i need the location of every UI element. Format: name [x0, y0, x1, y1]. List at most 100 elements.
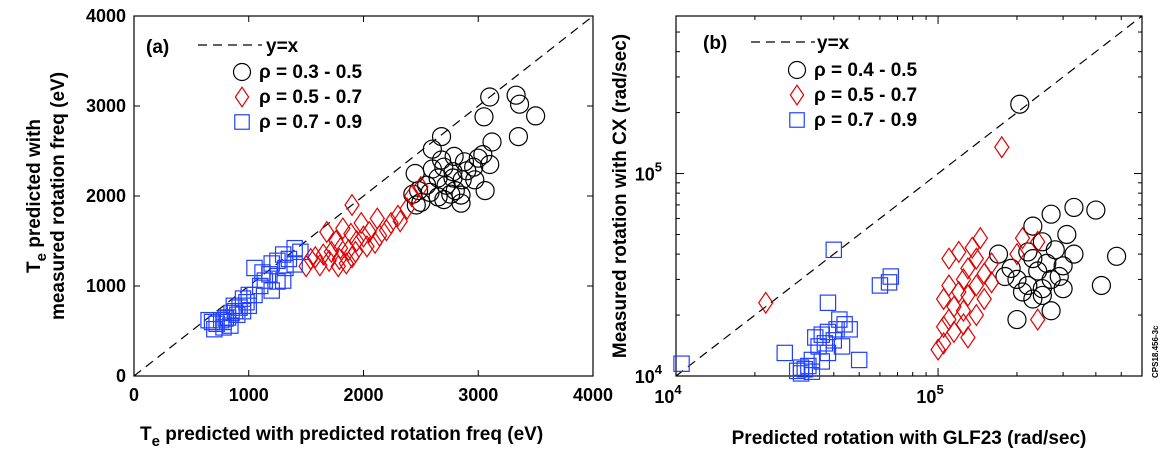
data-point-circle [1053, 279, 1073, 299]
data-point-circle [422, 139, 442, 159]
legend-label: y=x [817, 33, 850, 54]
y-axis-label: Measured rotation with CX (rad/sec) [610, 34, 631, 358]
data-point-diamond [340, 238, 357, 262]
data-point-circle [1012, 282, 1033, 302]
x-tick-label: 4000 [573, 385, 613, 405]
data-point-square [819, 294, 837, 312]
data-point-square [819, 344, 837, 362]
legend-label: y=x [266, 36, 299, 57]
data-point-square [274, 272, 292, 289]
data-point-square [263, 282, 280, 299]
data-point-square [286, 256, 303, 273]
data-point-diamond [330, 254, 346, 278]
data-point-diamond [960, 326, 976, 349]
data-point-square [850, 351, 868, 369]
data-point-circle [1023, 289, 1043, 309]
data-point-diamond [302, 247, 319, 271]
legend-label: ρ = 0.3 - 0.5 [259, 62, 363, 83]
data-point-square [256, 272, 274, 289]
data-point-circle [1018, 275, 1038, 296]
data-point-circle [1049, 266, 1069, 287]
data-point-circle [406, 195, 426, 215]
data-point-square [833, 338, 851, 355]
panel-label: (a) [146, 37, 169, 58]
legend-label: ρ = 0.5 - 0.7 [814, 85, 917, 106]
data-point-circle [482, 132, 502, 152]
data-point-square [871, 277, 889, 294]
panel-b: 104 105 104 105 (b) y=x ρ = 0.4 - 0.5 ρ = 0.5 -… [610, 15, 1143, 449]
data-point-square [807, 329, 824, 346]
data-point-circle [1107, 246, 1127, 266]
data-point-diamond [941, 247, 957, 271]
data-point-diamond [994, 135, 1010, 159]
data-point-circle [1007, 269, 1027, 290]
data-point-diamond [392, 209, 408, 233]
panel-a: 0 1000 2000 3000 4000 0 1000 2000 3000 4000 (a) y=x… [24, 6, 613, 450]
data-point-diamond [968, 274, 985, 297]
series-circle [988, 94, 1127, 330]
data-point-square [819, 323, 837, 341]
data-point-circle [1086, 200, 1106, 220]
data-point-diamond [941, 274, 957, 297]
data-point-diamond [960, 256, 976, 280]
data-point-square [813, 326, 831, 343]
data-point-circle [465, 170, 485, 190]
data-point-circle [1001, 258, 1021, 278]
data-point-diamond [789, 84, 805, 106]
data-point-square [673, 355, 690, 372]
series-square [200, 239, 309, 338]
data-point-circle [1007, 309, 1027, 330]
data-point-diamond [941, 308, 957, 331]
data-point-diamond [983, 270, 1000, 294]
data-point-diamond [951, 280, 967, 304]
data-point-square [206, 320, 223, 338]
data-point-diamond [935, 315, 952, 339]
legend: (b) y=x ρ = 0.4 - 0.5 ρ = 0.5 - 0.7 ρ = 0.7 … [703, 33, 918, 131]
x-tick-label: 104 [654, 382, 682, 407]
legend-label: ρ = 0.5 - 0.7 [259, 87, 362, 108]
figure-id: CPS18.456-3c [1151, 325, 1160, 378]
data-point-circle [1041, 204, 1061, 224]
data-point-square [246, 286, 263, 304]
y-tick-label: 1000 [86, 276, 126, 296]
x-tick-label: 2000 [343, 385, 383, 405]
data-point-diamond [234, 86, 250, 108]
data-point-diamond [390, 204, 406, 228]
data-point-circle [787, 60, 807, 80]
x-axis-label: Te predicted with predicted rotation fre… [140, 424, 543, 450]
data-point-square [274, 246, 292, 263]
data-point-square [215, 319, 232, 336]
data-point-diamond [955, 299, 972, 323]
data-point-diamond [968, 247, 985, 271]
legend: (a) y=x ρ = 0.3 - 0.5 ρ = 0.5 - 0.7 ρ = 0.7 … [146, 36, 363, 133]
data-point-diamond [976, 287, 992, 311]
y-tick-label: 4000 [86, 6, 126, 26]
data-point-circle [1045, 240, 1065, 260]
data-point-circle [508, 127, 529, 147]
data-point-diamond [1029, 308, 1046, 331]
data-point-square [882, 268, 900, 285]
data-point-diamond [964, 236, 980, 260]
data-point-circle [1064, 244, 1084, 264]
y-tick-label: 105 [635, 160, 662, 185]
data-point-diamond [935, 287, 952, 311]
data-point-diamond [319, 220, 335, 244]
x-tick-label: 105 [916, 382, 943, 407]
y-axis-label-line1: Te predicted with [24, 119, 50, 273]
data-point-diamond [946, 320, 962, 344]
data-point-circle [474, 107, 494, 127]
data-point-circle [1010, 94, 1030, 114]
data-point-square [831, 311, 848, 328]
data-point-diamond [955, 267, 972, 291]
plot-frame [675, 15, 1143, 377]
data-point-diamond [361, 220, 377, 244]
data-point-diamond [968, 303, 985, 327]
data-point-circle [480, 87, 500, 107]
y-tick-label: 104 [635, 362, 663, 387]
data-point-circle [1023, 216, 1043, 236]
data-point-diamond [1029, 230, 1046, 254]
data-point-circle [443, 162, 463, 182]
reference-line-y-equals-x [675, 15, 1143, 377]
data-point-diamond [955, 312, 972, 336]
data-point-circle [405, 163, 425, 184]
